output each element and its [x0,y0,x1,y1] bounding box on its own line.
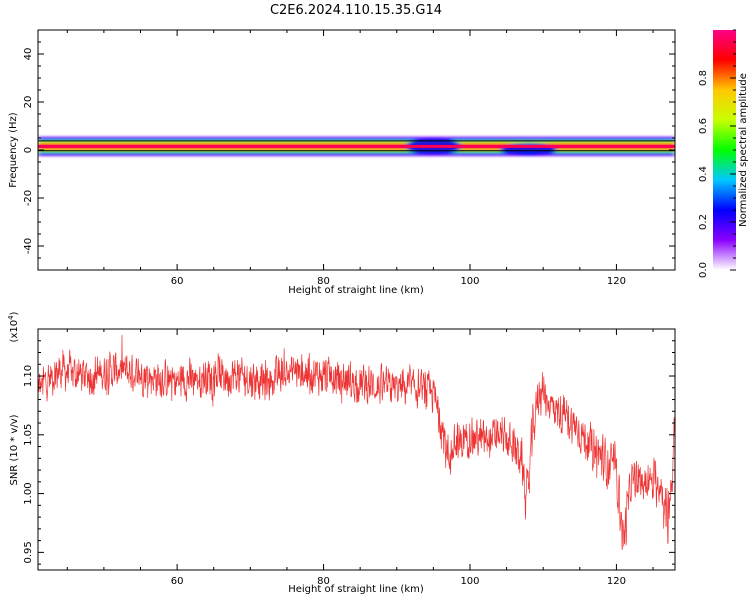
snr-x-axis-label: Height of straight line (km) [288,584,424,595]
snr-panel: 60 80 100 120 0.95 1.00 1.05 1.10 Height of str… [7,311,676,595]
spectrogram-heatmap [38,136,675,156]
spectrogram-x-axis-label: Height of straight line (km) [288,285,424,296]
spectrogram-y-axis-label: Frequency (Hz) [8,112,19,188]
snr-ticks: 60 80 100 120 0.95 1.00 1.05 1.10 [23,329,675,587]
spectrogram-panel: 60 80 100 120 -40 -20 0 20 40 Height of straight… [8,29,676,296]
colorbar: 0.0 0.2 0.4 0.6 0.8 Normalized spectral ampl… [698,29,749,278]
colorbar-scale [713,30,736,270]
snr-y-tick-label: 1.00 [23,482,34,504]
spectrogram-y-tick-label: 0 [23,147,34,153]
spectrogram-x-tick-label: 100 [460,276,479,287]
colorbar-tick-label: 0.2 [698,214,709,230]
spectrogram-y-tick-label: -40 [23,238,34,254]
colorbar-tick-label: 0.8 [698,70,709,86]
snr-x-tick-label: 100 [460,576,479,587]
snr-x-tick-label: 60 [171,576,184,587]
colorbar-label: Normalized spectral amplitude [738,73,749,227]
spectrogram-x-tick-label: 120 [607,276,626,287]
spectrogram-x-tick-label: 80 [317,276,330,287]
colorbar-tick-label: 0.4 [698,166,709,182]
snr-y-tick-label: 1.10 [23,365,34,387]
snr-y-axis-label: SNR (10 * v/v) [9,414,20,485]
snr-x-tick-label: 80 [317,576,330,587]
colorbar-tick-label: 0.6 [698,118,709,134]
spectrogram-y-tick-label: -20 [23,190,34,206]
snr-y-multiplier: (x104) [7,311,20,342]
colorbar-tick-label: 0.0 [698,262,709,278]
snr-series-line [38,334,675,551]
spectrogram-ticks: 60 80 100 120 -40 -20 0 20 40 [23,29,675,287]
spectrogram-x-tick-label: 60 [171,276,184,287]
snr-y-tick-label: 1.05 [23,424,34,446]
snr-frame [37,328,676,571]
spectrogram-y-tick-label: 40 [23,48,34,61]
snr-x-tick-label: 120 [607,576,626,587]
snr-y-tick-label: 0.95 [23,541,34,563]
spectrogram-y-tick-label: 20 [23,96,34,109]
figure-title: C2E6.2024.110.15.35.G14 [270,3,442,18]
band-core [38,144,675,148]
colorbar-ticks: 0.0 0.2 0.4 0.6 0.8 [698,29,736,278]
